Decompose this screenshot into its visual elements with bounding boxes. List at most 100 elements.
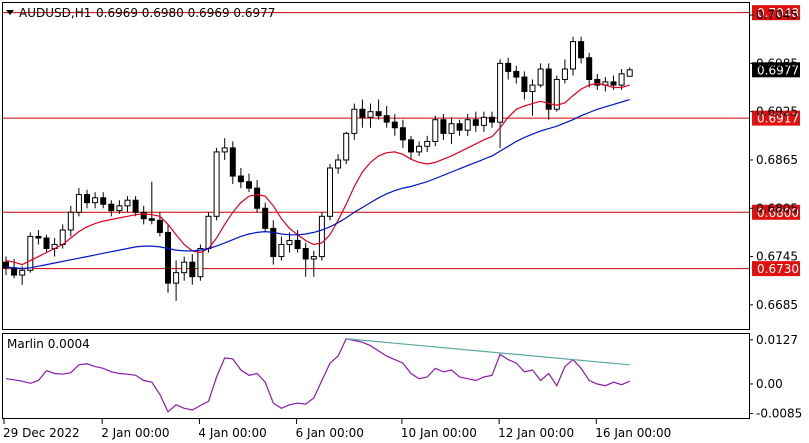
candle-body — [19, 269, 26, 276]
x-tick-label: 10 Jan 00:00 — [401, 426, 477, 440]
collapse-arrow-icon[interactable] — [6, 10, 14, 15]
candle-body — [594, 78, 601, 86]
osc-tick-label: 0.0127 — [756, 333, 798, 347]
level-tag-label: 0.6800 — [757, 206, 799, 220]
x-tick-label: 16 Jan 00:00 — [595, 426, 671, 440]
candle-body — [3, 261, 9, 269]
candle-body — [489, 116, 495, 123]
x-tick-label: 4 Jan 00:00 — [198, 426, 266, 440]
ma-slow-line — [5, 99, 630, 270]
level-tag-label: 0.6917 — [757, 112, 799, 126]
candle-body — [618, 73, 625, 86]
candle-body — [35, 235, 42, 239]
candle-body — [270, 227, 277, 258]
candle-body — [294, 239, 301, 250]
candle-body — [310, 256, 317, 260]
level-tag — [752, 5, 800, 21]
level-tag-label: 0.7048 — [757, 6, 799, 20]
candle-body — [351, 108, 358, 134]
y-tick-label: 0.6985 — [756, 56, 798, 70]
candle-body — [367, 111, 374, 118]
candle-body — [197, 248, 204, 278]
candle-body — [610, 81, 617, 86]
candle-body — [448, 123, 455, 134]
candle-body — [537, 68, 544, 86]
time-axis: 29 Dec 2022 2 Jan 00:00 4 Jan 00:00 6 Jan 0… — [3, 419, 671, 440]
level-tag — [752, 110, 800, 126]
candle-body — [416, 145, 423, 153]
level-tag — [752, 204, 800, 220]
x-tick-label: 12 Jan 00:00 — [498, 426, 574, 440]
candle-body — [464, 119, 471, 131]
candle-body — [213, 151, 220, 217]
candle-body — [221, 147, 228, 153]
candle-body — [561, 68, 568, 80]
candle-body — [59, 229, 66, 245]
candle-body — [586, 57, 593, 80]
candle-body — [116, 205, 123, 212]
candle-body — [391, 121, 398, 129]
candle-body — [626, 69, 633, 77]
candle-body — [100, 197, 107, 205]
candle-body — [229, 147, 236, 177]
candle-body — [262, 207, 269, 229]
candle-body — [140, 211, 147, 220]
candle-body — [92, 197, 99, 204]
symbol-label: AUDUSD,H1 — [19, 6, 91, 20]
candle-body — [108, 203, 115, 212]
candle-body — [254, 187, 261, 209]
oscillator-axis: 0.0127 0.00 -0.0085 — [749, 333, 802, 421]
y-tick-label: 0.6865 — [756, 153, 798, 167]
candle-body — [148, 218, 155, 221]
candle-body — [278, 243, 285, 258]
candle-body — [75, 194, 82, 213]
candle-body — [424, 140, 431, 147]
x-tick-label: 2 Jan 00:00 — [101, 426, 169, 440]
level-tag — [752, 261, 800, 277]
candle-body — [246, 181, 252, 189]
candle-body — [521, 76, 528, 93]
candle-body — [545, 68, 552, 110]
candle-body — [578, 41, 585, 59]
y-tick-label: 0.6805 — [756, 201, 798, 215]
current-price-tag — [752, 62, 800, 78]
candle-body — [156, 219, 163, 233]
price-panel — [2, 2, 750, 330]
candle-body — [302, 248, 309, 260]
candle-body — [553, 78, 560, 110]
osc-tick-label: -0.0085 — [756, 407, 802, 421]
ohlc-readout: 0.6969 0.6980 0.6969 0.6977 — [96, 6, 275, 20]
candle-body — [343, 132, 350, 161]
candle-body — [173, 272, 180, 284]
candle-body — [432, 119, 439, 142]
candle-body — [529, 84, 536, 93]
candle-body — [205, 215, 212, 250]
candle-body — [505, 62, 512, 72]
candle-body — [472, 119, 479, 126]
oscillator-trendline — [346, 338, 630, 366]
x-tick-label: 29 Dec 2022 — [3, 426, 80, 440]
candle-body — [440, 119, 447, 134]
candle-body — [237, 175, 244, 183]
candle-body — [124, 199, 131, 207]
price-axis: 0.6685 0.6745 0.6805 0.6865 0.6925 0.6985 0.70… — [749, 8, 798, 312]
candle-body — [181, 261, 188, 274]
candle-body — [189, 261, 196, 278]
y-tick-label: 0.6925 — [756, 105, 798, 119]
candle-body — [11, 267, 18, 276]
candle-body — [132, 199, 139, 213]
ma-fast-line — [5, 82, 630, 266]
candle-body — [399, 127, 406, 141]
candle-body — [375, 111, 382, 117]
candle-body — [84, 194, 90, 204]
candle-body — [408, 139, 414, 153]
candle-body — [456, 123, 463, 131]
candle-body — [27, 235, 34, 271]
x-tick-label: 6 Jan 00:00 — [296, 426, 364, 440]
osc-tick-label: 0.00 — [756, 377, 783, 391]
candle-body — [359, 108, 366, 118]
oscillator-panel — [2, 333, 750, 419]
y-tick-label: 0.6745 — [756, 250, 798, 264]
candle-body — [67, 211, 74, 231]
